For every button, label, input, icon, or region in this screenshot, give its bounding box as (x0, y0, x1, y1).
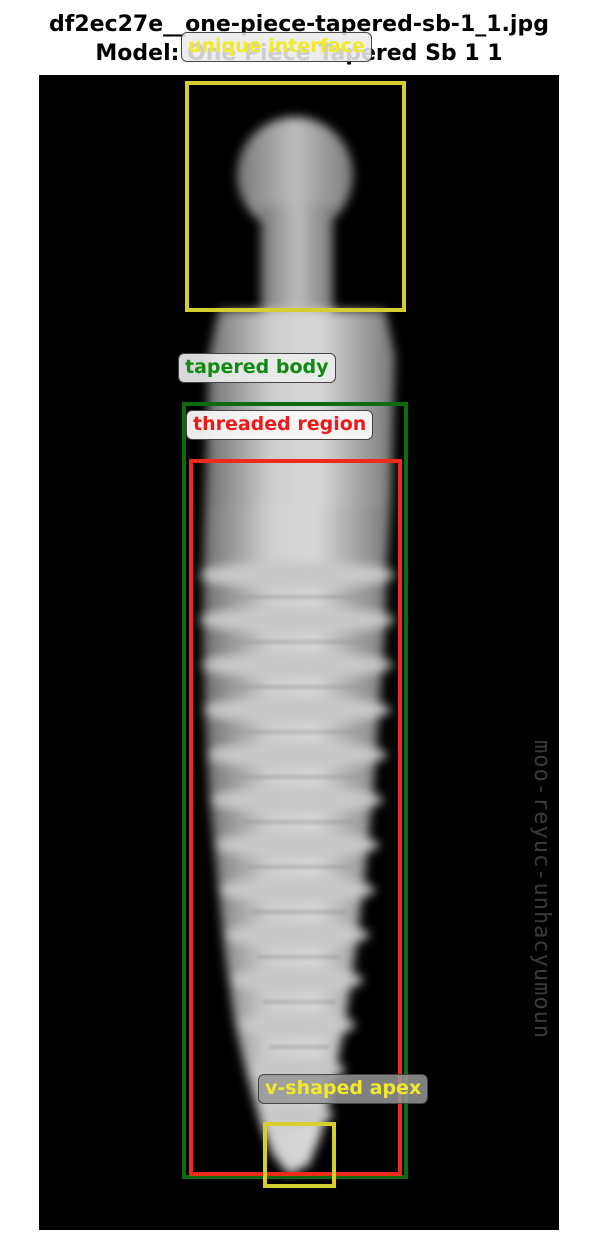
unique-interface-box (185, 81, 406, 312)
v-shaped-apex-box (263, 1122, 336, 1188)
threaded-region-label: threaded region (186, 410, 374, 440)
v-shaped-apex-label: v-shaped apex (258, 1074, 429, 1104)
tapered-body-label: tapered body (178, 353, 336, 383)
image-side-text: moo-reyuc-unhacyumoun (529, 740, 554, 1039)
unique-interface-label: unique interface (181, 32, 372, 62)
tapered-body-box (182, 402, 408, 1179)
implant-xray-image: moo-reyuc-unhacyumoun (39, 75, 559, 1230)
threaded-region-box (189, 459, 402, 1176)
